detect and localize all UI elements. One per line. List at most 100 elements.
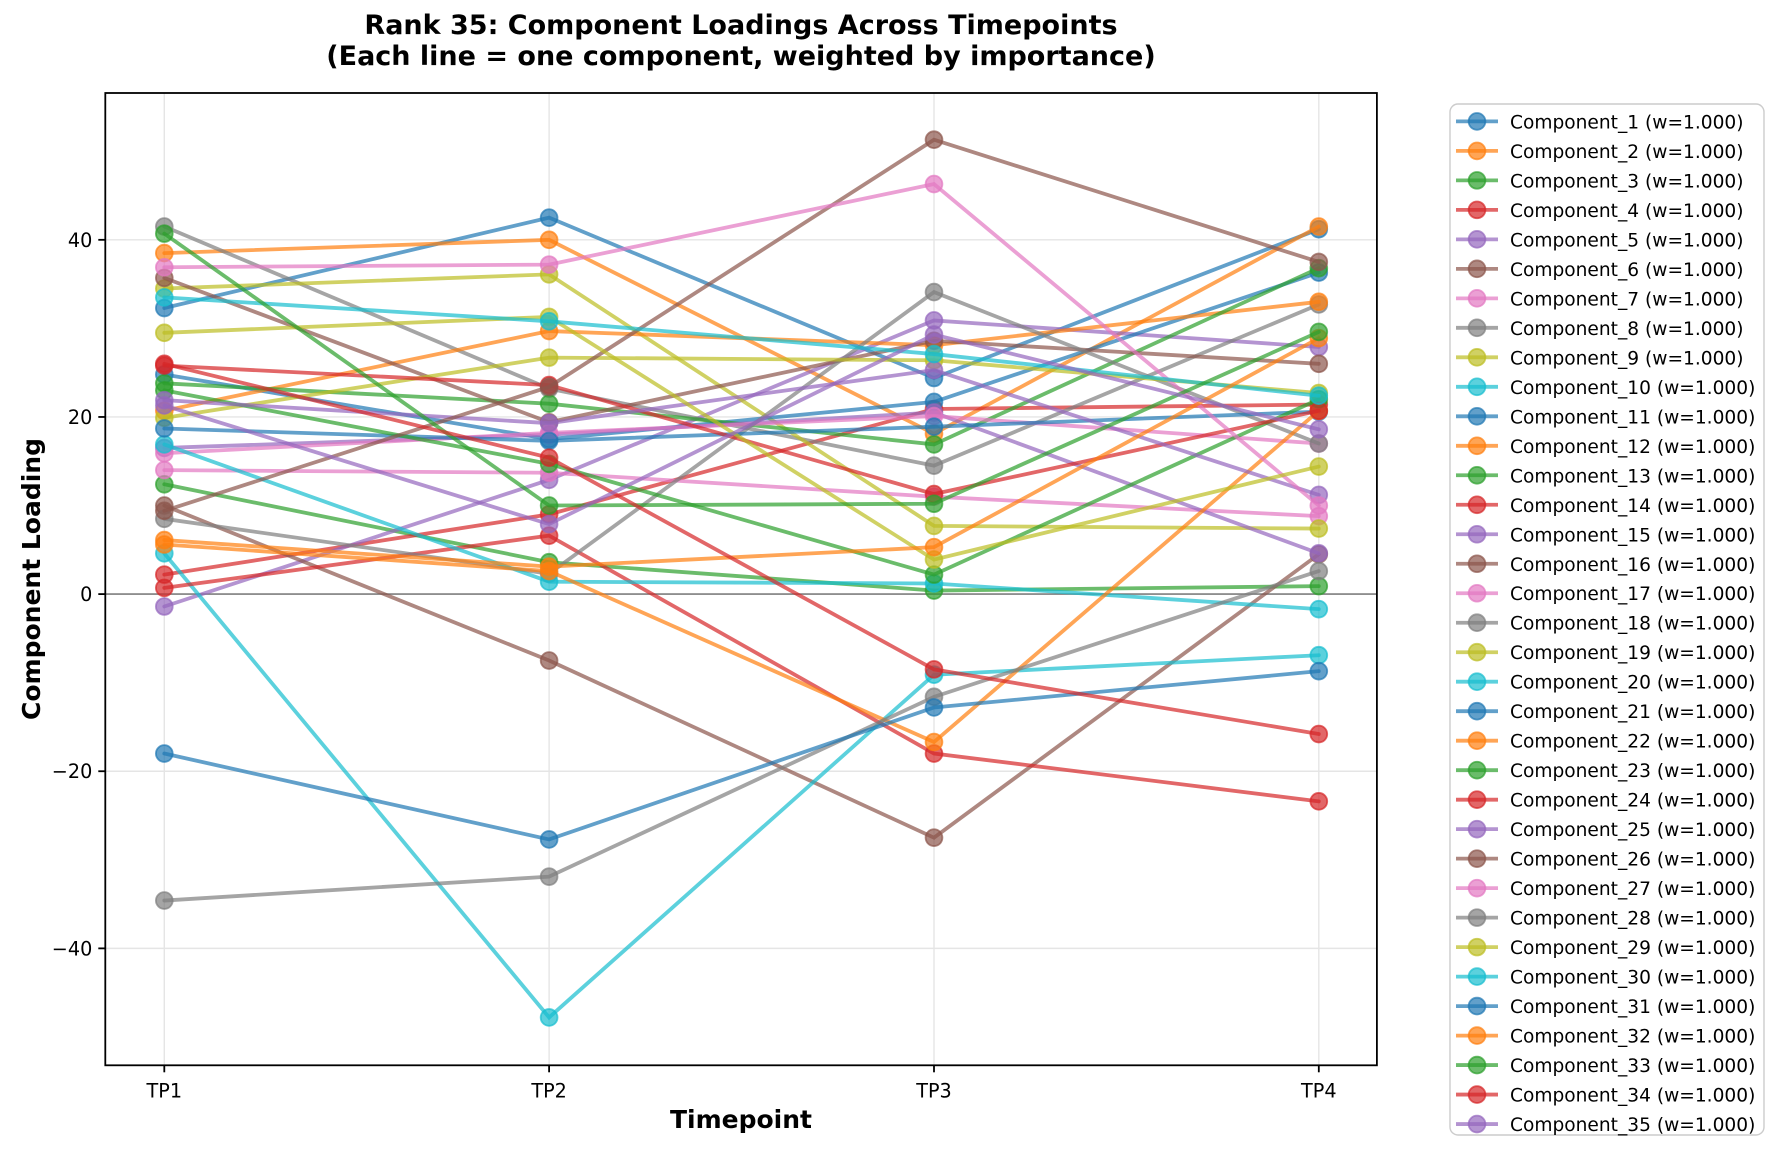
- legend-item-Component_33: Component_33 (w=1.000): [1456, 1055, 1755, 1077]
- series-line-Component_33: [162, 231, 1321, 508]
- marker-Component_13-TP2: [539, 394, 559, 413]
- legend-item-Component_21: Component_21 (w=1.000): [1456, 701, 1755, 723]
- legend-label-Component_29: Component_29 (w=1.000): [1510, 938, 1755, 959]
- marker-Component_32-TP1: [155, 530, 174, 550]
- legend-item-Component_5: Component_5 (w=1.000): [1456, 230, 1744, 251]
- marker-Component_26-TP4: [1309, 252, 1329, 272]
- legend-marker-Component_34: [1467, 1085, 1487, 1104]
- legend-marker-Component_29: [1467, 937, 1487, 957]
- legend-item-Component_32: Component_32 (w=1.000): [1456, 1026, 1755, 1048]
- marker-Component_19-TP2: [539, 348, 559, 367]
- legend-item-Component_2: Component_2 (w=1.000): [1456, 141, 1744, 163]
- marker-Component_32-TP2: [539, 557, 559, 576]
- x-tick-label-TP3: TP3: [915, 1079, 952, 1102]
- marker-Component_34-TP3: [924, 660, 944, 679]
- marker-Component_30-TP1: [155, 288, 174, 307]
- series-line-Component_34: [162, 361, 1321, 736]
- legend-label-Component_10: Component_10 (w=1.000): [1510, 378, 1755, 399]
- marker-Component_33-TP2: [539, 496, 559, 515]
- marker-Component_1-TP2: [539, 208, 559, 227]
- series-Component_27: [155, 174, 1329, 515]
- legend-label-Component_15: Component_15 (w=1.000): [1510, 525, 1755, 546]
- legend-item-Component_26: Component_26 (w=1.000): [1456, 849, 1755, 871]
- series-line-Component_23: [162, 388, 1321, 577]
- legend-item-Component_12: Component_12 (w=1.000): [1456, 436, 1755, 458]
- series-line-Component_7: [162, 468, 1321, 519]
- marker-Component_5-TP1: [155, 597, 174, 616]
- legend-label-Component_1: Component_1 (w=1.000): [1510, 112, 1744, 133]
- marker-Component_35-TP3: [924, 325, 944, 344]
- legend-marker-Component_26: [1467, 849, 1487, 868]
- legend-marker-Component_5: [1467, 230, 1487, 249]
- marker-Component_18-TP3: [924, 282, 944, 302]
- legend-item-Component_25: Component_25 (w=1.000): [1456, 819, 1755, 841]
- series-Component_35: [155, 325, 1329, 534]
- legend-item-Component_24: Component_24 (w=1.000): [1456, 790, 1755, 812]
- marker-Component_28-TP2: [539, 867, 559, 886]
- marker-Component_34-TP1: [155, 354, 174, 374]
- legend-item-Component_27: Component_27 (w=1.000): [1456, 878, 1755, 900]
- series-line-Component_31: [162, 669, 1321, 842]
- legend-marker-Component_9: [1467, 348, 1487, 367]
- marker-Component_26-TP1: [155, 501, 174, 521]
- marker-Component_9-TP4: [1309, 519, 1329, 538]
- series-line-Component_20: [162, 442, 1321, 612]
- legend-marker-Component_32: [1467, 1026, 1487, 1045]
- marker-Component_30-TP2: [539, 312, 559, 331]
- x-tick-label-TP1: TP1: [146, 1079, 183, 1102]
- marker-Component_9-TP3: [924, 516, 944, 536]
- legend-item-Component_31: Component_31 (w=1.000): [1456, 996, 1755, 1018]
- series-Component_34: [155, 354, 1329, 744]
- marker-Component_26-TP3: [924, 130, 944, 150]
- marker-Component_31-TP2: [539, 830, 559, 849]
- marker-Component_30-TP3: [924, 344, 944, 364]
- legend-marker-Component_16: [1467, 554, 1487, 574]
- legend-item-Component_10: Component_10 (w=1.000): [1456, 377, 1755, 399]
- legend-marker-Component_10: [1467, 377, 1487, 397]
- series-Component_31: [155, 661, 1329, 849]
- marker-Component_31-TP4: [1309, 661, 1329, 681]
- y-tick-label-20: 20: [68, 406, 92, 429]
- marker-Component_6-TP3: [924, 828, 944, 847]
- legend-marker-Component_25: [1467, 819, 1487, 839]
- legend-item-Component_34: Component_34 (w=1.000): [1456, 1085, 1755, 1107]
- legend-label-Component_12: Component_12 (w=1.000): [1510, 437, 1755, 458]
- legend-label-Component_28: Component_28 (w=1.000): [1510, 909, 1755, 930]
- y-tick-label--20: −20: [52, 760, 93, 783]
- legend-label-Component_4: Component_4 (w=1.000): [1510, 201, 1744, 222]
- legend-marker-Component_24: [1467, 790, 1487, 809]
- legend-item-Component_17: Component_17 (w=1.000): [1456, 583, 1755, 605]
- legend-marker-Component_21: [1467, 701, 1487, 721]
- legend-marker-Component_15: [1467, 524, 1487, 544]
- legend-item-Component_14: Component_14 (w=1.000): [1456, 495, 1755, 517]
- marker-Component_31-TP1: [155, 744, 174, 763]
- legend-marker-Component_19: [1467, 642, 1487, 662]
- legend-marker-Component_17: [1467, 583, 1487, 603]
- legend-item-Component_1: Component_1 (w=1.000): [1456, 112, 1744, 133]
- legend-item-Component_18: Component_18 (w=1.000): [1456, 613, 1755, 635]
- legend-marker-Component_6: [1467, 259, 1487, 279]
- legend-marker-Component_8: [1467, 318, 1487, 338]
- series-line-Component_22: [162, 408, 1321, 745]
- marker-Component_2-TP4: [1309, 217, 1329, 236]
- legend-marker-Component_13: [1467, 465, 1487, 485]
- legend-label-Component_9: Component_9 (w=1.000): [1510, 348, 1744, 369]
- legend-marker-Component_27: [1467, 878, 1487, 898]
- marker-Component_21-TP1: [155, 419, 174, 438]
- y-axis-label: Component Loading: [17, 438, 46, 720]
- marker-Component_31-TP3: [924, 698, 944, 717]
- legend-item-Component_22: Component_22 (w=1.000): [1456, 731, 1755, 753]
- marker-Component_6-TP2: [539, 651, 559, 670]
- legend-marker-Component_30: [1467, 967, 1487, 986]
- legend-label-Component_17: Component_17 (w=1.000): [1510, 584, 1755, 605]
- series-line-Component_16: [162, 276, 1321, 425]
- legend-label-Component_21: Component_21 (w=1.000): [1510, 702, 1755, 723]
- series-Component_30: [155, 288, 1329, 406]
- marker-Component_28-TP1: [155, 891, 174, 910]
- marker-Component_16-TP4: [1309, 354, 1329, 374]
- axes-layer: 40 20 0 −20 −40 TP1 TP2 TP3 TP4: [52, 92, 1378, 1102]
- legend-item-Component_15: Component_15 (w=1.000): [1456, 524, 1755, 546]
- marker-Component_33-TP3: [924, 494, 944, 514]
